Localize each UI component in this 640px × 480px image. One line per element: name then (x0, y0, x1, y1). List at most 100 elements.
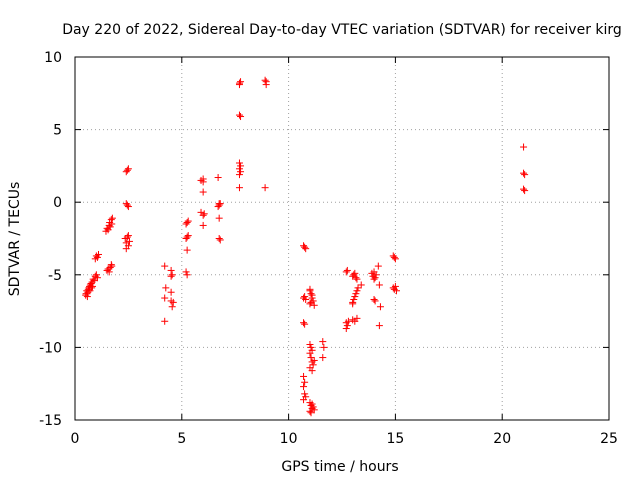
data-point (300, 372, 308, 380)
y-axis-label: SDTVAR / TECUs (7, 182, 23, 297)
data-point (161, 294, 169, 302)
data-point (199, 188, 207, 196)
data-point (375, 281, 383, 289)
data-point (307, 298, 315, 306)
data-point (370, 295, 378, 303)
data-point (320, 343, 328, 351)
data-point (122, 245, 130, 253)
data-point (215, 214, 223, 222)
y-tick-label: -15 (39, 413, 62, 429)
data-point (183, 233, 191, 241)
data-point (108, 220, 116, 228)
data-point (309, 403, 317, 411)
data-point (370, 275, 378, 283)
data-point (375, 322, 383, 330)
data-point (93, 253, 101, 261)
x-tick-label: 20 (493, 431, 511, 447)
data-point (391, 282, 399, 290)
data-point (307, 354, 315, 362)
data-point (262, 81, 270, 89)
data-point (183, 219, 191, 227)
data-point (371, 274, 379, 282)
data-point (371, 297, 379, 305)
data-point (184, 232, 192, 240)
data-point (300, 383, 308, 391)
data-point (214, 174, 222, 182)
data-point (162, 284, 170, 292)
data-point (372, 271, 380, 279)
data-point (390, 253, 398, 261)
data-point (123, 233, 131, 241)
data-point (106, 264, 114, 272)
data-point (349, 298, 357, 306)
data-point (350, 295, 358, 303)
data-point (124, 232, 132, 240)
data-point (301, 243, 309, 251)
data-point (301, 293, 309, 301)
data-point (168, 303, 176, 311)
data-point (199, 221, 207, 229)
x-ticks: 0 5 10 15 20 25 (71, 57, 618, 447)
data-point (302, 245, 310, 253)
data-point (306, 407, 314, 415)
data-point (319, 338, 327, 346)
data-point (105, 268, 113, 276)
data-point (124, 165, 132, 173)
data-point (216, 200, 224, 208)
data-point (93, 274, 101, 282)
data-point (235, 171, 243, 179)
data-point (306, 287, 314, 295)
data-point (344, 317, 352, 325)
data-point (306, 349, 314, 357)
data-point (351, 269, 359, 277)
data-point (307, 290, 315, 298)
x-tick-label: 15 (386, 431, 404, 447)
data-point (306, 340, 314, 348)
data-point (342, 268, 350, 276)
data-point (353, 314, 361, 322)
data-point (308, 367, 316, 375)
data-point (125, 237, 133, 245)
data-point (308, 291, 316, 299)
data-point (215, 201, 223, 209)
data-point (261, 76, 269, 84)
data-point (183, 271, 191, 279)
data-point (342, 325, 350, 333)
data-point (520, 143, 528, 151)
data-point (302, 295, 310, 303)
data-point (82, 290, 90, 298)
data-points (82, 76, 529, 417)
x-axis-label: GPS time / hours (281, 459, 398, 475)
data-point (235, 111, 243, 119)
data-point (319, 354, 327, 362)
data-point (343, 322, 351, 330)
data-point (161, 317, 169, 325)
plot-frame (74, 56, 610, 421)
data-point (167, 288, 175, 296)
data-point (392, 287, 400, 295)
data-point (352, 290, 360, 298)
data-point (90, 277, 98, 285)
data-point (520, 185, 528, 193)
data-point (353, 287, 361, 295)
data-point (182, 268, 190, 276)
data-point (89, 282, 97, 290)
data-point (352, 274, 360, 282)
data-point (106, 223, 114, 231)
data-point (183, 246, 191, 254)
data-point (354, 284, 362, 292)
data-point (357, 281, 365, 289)
data-point (92, 271, 100, 279)
data-point (374, 262, 382, 270)
data-point (215, 235, 223, 242)
data-point (520, 169, 528, 177)
data-point (310, 301, 318, 309)
data-point (235, 81, 243, 89)
data-point (108, 262, 116, 270)
data-point (300, 319, 308, 327)
y-tick-label: 5 (53, 123, 62, 139)
y-ticks: 10 5 0 -5 -10 -15 (39, 50, 609, 429)
y-tick-label: -5 (48, 268, 62, 284)
data-point (200, 210, 208, 218)
y-tick-label: -10 (39, 340, 62, 356)
